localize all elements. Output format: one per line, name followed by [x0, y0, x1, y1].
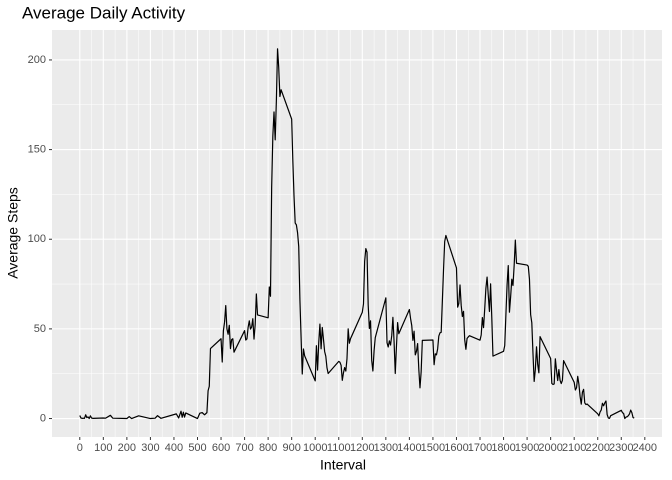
- x-tick-label: 2300: [609, 442, 633, 454]
- x-tick-label: 2400: [633, 442, 657, 454]
- x-tick-label: 1700: [468, 442, 492, 454]
- x-tick-label: 0: [77, 442, 83, 454]
- x-tick-label: 300: [141, 442, 159, 454]
- x-tick-label: 1000: [303, 442, 327, 454]
- x-tick-label: 1600: [444, 442, 468, 454]
- y-tick-label: 0: [40, 412, 46, 424]
- x-tick-label: 800: [259, 442, 277, 454]
- x-tick-label: 900: [282, 442, 300, 454]
- x-tick-label: 2000: [538, 442, 562, 454]
- x-tick-label: 500: [188, 442, 206, 454]
- x-tick-label: 1200: [350, 442, 374, 454]
- y-tick-label: 50: [34, 323, 46, 335]
- x-tick-label: 1100: [327, 442, 351, 454]
- y-tick-label: 150: [28, 143, 46, 155]
- x-tick-label: 600: [212, 442, 230, 454]
- x-tick-label: 1500: [421, 442, 445, 454]
- x-tick-label: 1300: [374, 442, 398, 454]
- panel: [52, 30, 662, 437]
- x-axis-title: Interval: [320, 457, 366, 473]
- x-tick-label: 1800: [491, 442, 515, 454]
- x-tick-label: 1400: [397, 442, 421, 454]
- x-tick-label: 200: [118, 442, 136, 454]
- x-tick-label: 2100: [562, 442, 586, 454]
- x-tick-label: 1900: [515, 442, 539, 454]
- y-axis-title: Average Steps: [5, 187, 21, 279]
- x-tick-label: 2200: [585, 442, 609, 454]
- y-tick-label: 100: [28, 233, 46, 245]
- y-tick-label: 200: [28, 54, 46, 66]
- x-tick-label: 700: [235, 442, 253, 454]
- chart-title: Average Daily Activity: [22, 3, 186, 22]
- line: [79, 48, 635, 420]
- x-tick-label: 400: [165, 442, 183, 454]
- x-tick-label: 100: [94, 442, 112, 454]
